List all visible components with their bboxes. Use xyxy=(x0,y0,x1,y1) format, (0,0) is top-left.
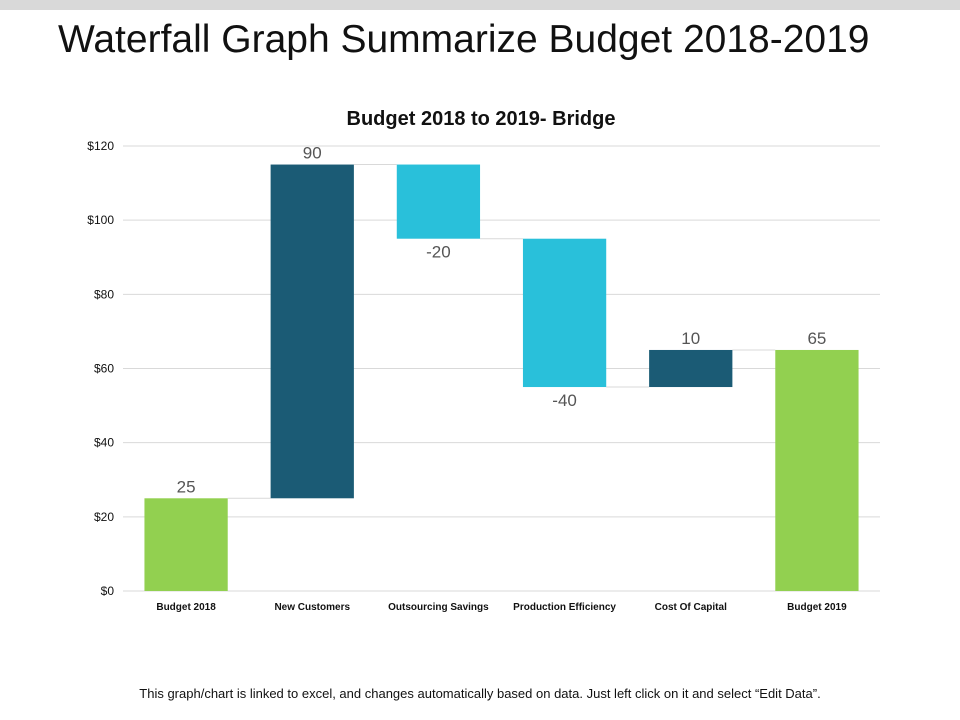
data-label: -20 xyxy=(426,243,451,262)
data-label: 65 xyxy=(807,329,826,348)
bar-outsourcing-savings xyxy=(396,164,481,239)
bars xyxy=(144,164,859,591)
bar-cost-of-capital xyxy=(649,349,733,388)
x-axis-ticks: Budget 2018 New Customers Outsourcing Savi… xyxy=(156,602,847,613)
x-tick-label: New Customers xyxy=(274,602,350,613)
data-label: -40 xyxy=(552,391,577,410)
x-tick-label: Budget 2019 xyxy=(787,602,847,613)
footer-note: This graph/chart is linked to excel, and… xyxy=(139,686,821,701)
data-label: 90 xyxy=(303,144,322,163)
chart-title: Budget 2018 to 2019- Bridge xyxy=(347,108,616,130)
top-accent-strip xyxy=(0,0,960,10)
y-tick-label: $40 xyxy=(94,436,114,450)
bar-new-customers xyxy=(270,164,354,499)
data-label: 10 xyxy=(681,329,700,348)
x-tick-label: Budget 2018 xyxy=(156,602,216,613)
connectors xyxy=(227,164,776,499)
bar-budget-2018 xyxy=(144,498,228,591)
y-tick-label: $120 xyxy=(87,139,114,153)
gridlines xyxy=(123,145,880,592)
y-tick-label: $60 xyxy=(94,362,114,376)
y-axis-ticks: $0 $20 $40 $60 $80 $100 $120 xyxy=(87,139,114,598)
x-tick-label: Outsourcing Savings xyxy=(388,602,489,613)
y-tick-label: $100 xyxy=(87,213,114,227)
data-labels: 25 90 -20 -40 10 65 xyxy=(177,144,827,497)
data-label: 25 xyxy=(177,477,196,496)
x-tick-label: Cost Of Capital xyxy=(655,602,727,613)
x-tick-label: Production Efficiency xyxy=(513,602,616,613)
bar-production-efficiency xyxy=(522,238,607,388)
slide-title: Waterfall Graph Summarize Budget 2018-20… xyxy=(58,18,870,61)
y-tick-label: $0 xyxy=(101,584,115,598)
bar-budget-2019 xyxy=(775,349,859,591)
y-tick-label: $80 xyxy=(94,287,114,301)
y-tick-label: $20 xyxy=(94,510,114,524)
